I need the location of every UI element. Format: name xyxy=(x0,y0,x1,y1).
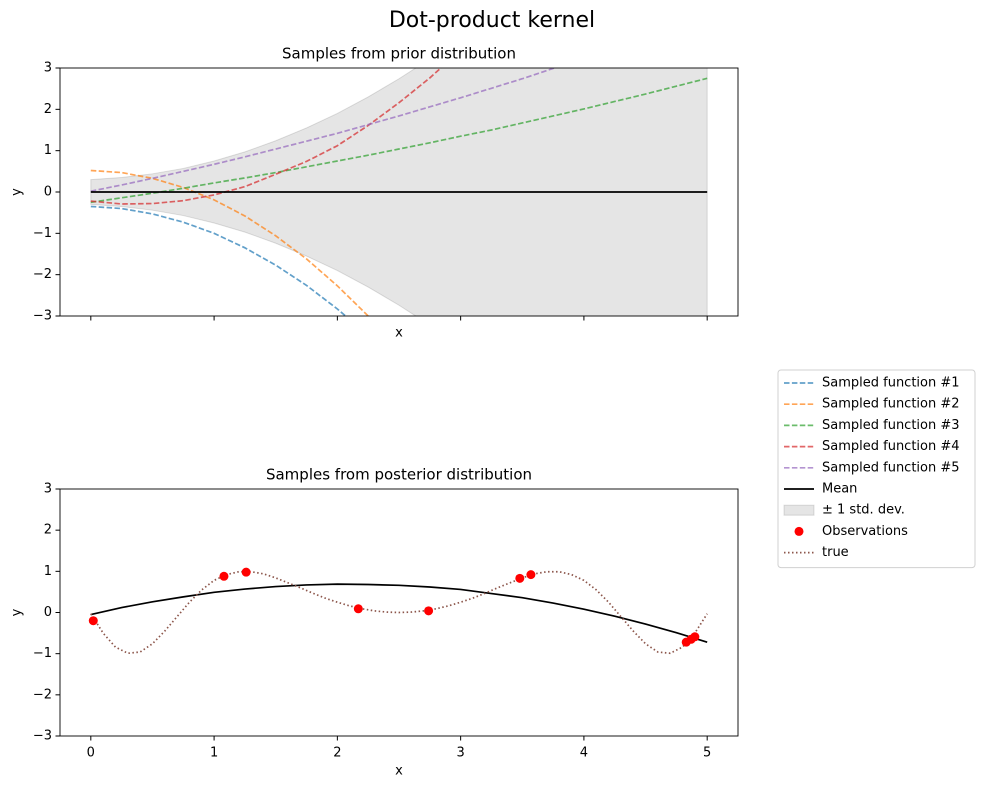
x-tick-label: 2 xyxy=(333,746,341,761)
axes-title: Samples from prior distribution xyxy=(282,45,516,63)
std-band xyxy=(90,68,708,316)
legend-label: Mean xyxy=(822,482,857,497)
figure-title: Dot-product kernel xyxy=(389,8,595,33)
y-tick-label: 3 xyxy=(44,482,52,497)
observation xyxy=(241,567,251,577)
y-tick-label: 0 xyxy=(44,185,52,200)
observation xyxy=(353,604,363,614)
x-tick-label: 1 xyxy=(210,746,218,761)
legend-frame xyxy=(777,369,976,569)
y-tick-label: −3 xyxy=(33,729,52,744)
legend-label: Sampled function #2 xyxy=(822,397,960,412)
y-tick-label: −2 xyxy=(33,687,52,702)
series-line xyxy=(90,570,708,655)
y-tick-label: 3 xyxy=(44,61,52,76)
observation xyxy=(690,632,700,642)
observation xyxy=(88,616,98,626)
y-axis-label: y xyxy=(10,608,25,616)
legend-handle xyxy=(794,526,804,536)
y-tick-label: 2 xyxy=(44,102,52,117)
y-tick-label: 1 xyxy=(44,564,52,579)
y-tick-label: −1 xyxy=(33,646,52,661)
observation xyxy=(515,573,525,583)
y-axis-label: y xyxy=(10,188,25,196)
series-line xyxy=(90,169,370,316)
y-tick-label: 2 xyxy=(44,523,52,538)
series-line xyxy=(90,583,708,643)
y-tick-label: 1 xyxy=(44,143,52,158)
observation xyxy=(424,606,434,616)
x-tick-label: 3 xyxy=(456,746,464,761)
x-tick-label: 5 xyxy=(703,746,711,761)
series-line xyxy=(90,77,708,204)
legend-label: Sampled function #4 xyxy=(822,439,960,454)
x-tick-label: 4 xyxy=(580,746,588,761)
y-tick-label: −3 xyxy=(33,309,52,324)
x-axis-label: x xyxy=(395,764,403,779)
observation xyxy=(526,570,536,580)
legend-handle xyxy=(783,504,815,516)
y-tick-label: 0 xyxy=(44,605,52,620)
legend-label: Sampled function #3 xyxy=(822,418,960,433)
legend-label: Observations xyxy=(822,524,908,539)
y-tick-label: −2 xyxy=(33,267,52,282)
legend-label: ± 1 std. dev. xyxy=(822,503,905,518)
series-line xyxy=(90,205,347,316)
legend-label: Sampled function #1 xyxy=(822,376,960,391)
observation xyxy=(219,571,229,581)
plot-area xyxy=(90,68,708,316)
y-tick-label: −1 xyxy=(33,226,52,241)
series-line xyxy=(90,68,557,193)
plot-area xyxy=(88,567,708,655)
legend-label: Sampled function #5 xyxy=(822,460,960,475)
axes-title: Samples from posterior distribution xyxy=(266,466,532,484)
x-tick-label: 0 xyxy=(87,746,95,761)
legend-label: true xyxy=(822,545,849,560)
series-line xyxy=(90,68,443,205)
x-axis-label: x xyxy=(395,326,403,341)
